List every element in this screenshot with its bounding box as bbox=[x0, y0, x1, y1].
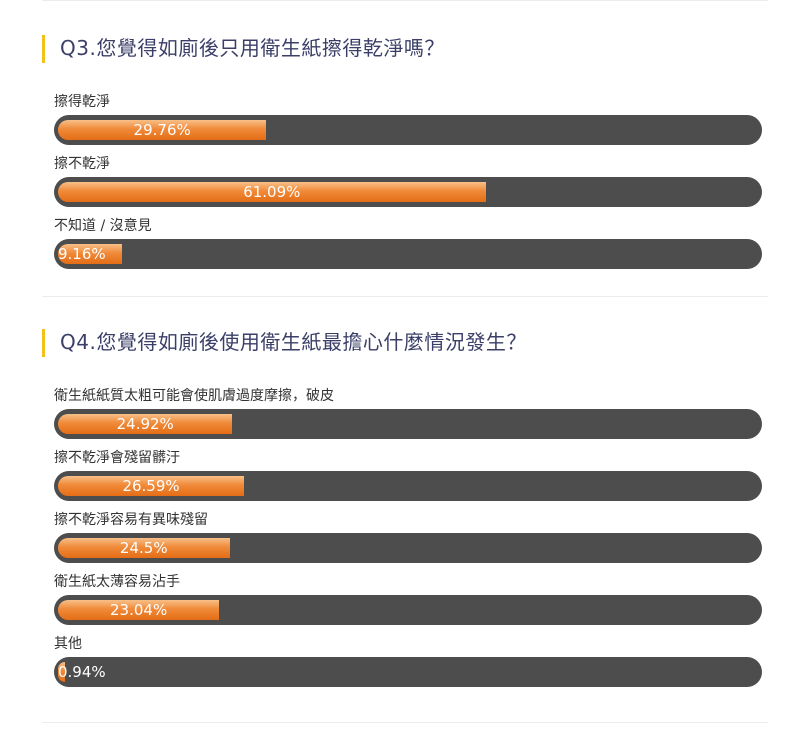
option-label: 不知道 / 沒意見 bbox=[54, 218, 152, 234]
bar-fill bbox=[58, 414, 233, 434]
options-list: 擦得乾淨 29.76% 擦不乾淨 61.09% 不知道 / 沒意見 9.16% bbox=[54, 93, 762, 279]
bar-track: 26.59% bbox=[54, 471, 762, 501]
option-row: 衛生紙太薄容易沾手 23.04% bbox=[54, 573, 762, 625]
option-label: 擦得乾淨 bbox=[54, 94, 110, 110]
bar-fill bbox=[58, 600, 220, 620]
option-row: 擦不乾淨 61.09% bbox=[54, 155, 762, 207]
bar-track: 9.16% bbox=[54, 239, 762, 269]
bar-track: 24.92% bbox=[54, 409, 762, 439]
bar-fill bbox=[58, 476, 245, 496]
option-label: 擦不乾淨容易有異味殘留 bbox=[54, 512, 208, 528]
option-row: 其他 0.94% bbox=[54, 635, 762, 687]
option-label: 其他 bbox=[54, 636, 82, 652]
bar-track: 24.5% bbox=[54, 533, 762, 563]
question-title: Q3.您覺得如廁後只用衛生紙擦得乾淨嗎？ bbox=[42, 33, 768, 63]
option-label: 擦不乾淨會殘留髒汙 bbox=[54, 450, 180, 466]
bar-value-label: 0.94% bbox=[58, 663, 106, 681]
bar-value-label: 61.09% bbox=[243, 183, 301, 201]
top-divider bbox=[42, 0, 768, 1]
bar-fill bbox=[58, 120, 267, 140]
options-list: 衛生紙紙質太粗可能會使肌膚過度摩擦，破皮 24.92% 擦不乾淨會殘留髒汙 26.59… bbox=[54, 387, 762, 697]
bar-track: 23.04% bbox=[54, 595, 762, 625]
bar-value-label: 9.16% bbox=[58, 245, 106, 263]
bar-fill bbox=[58, 538, 230, 558]
option-row: 衛生紙紙質太粗可能會使肌膚過度摩擦，破皮 24.92% bbox=[54, 387, 762, 439]
bar-value-label: 29.76% bbox=[133, 121, 191, 139]
option-row: 不知道 / 沒意見 9.16% bbox=[54, 217, 762, 269]
option-row: 擦不乾淨容易有異味殘留 24.5% bbox=[54, 511, 762, 563]
bar-track: 61.09% bbox=[54, 177, 762, 207]
bar-fill bbox=[58, 182, 486, 202]
bar-value-label: 26.59% bbox=[122, 477, 180, 495]
bar-value-label: 24.5% bbox=[119, 539, 168, 557]
bar-value-label: 23.04% bbox=[110, 601, 168, 619]
question-q4: Q4.您覺得如廁後使用衛生紙最擔心什麼情況發生？ 衛生紙紙質太粗可能會使肌膚過度… bbox=[42, 327, 768, 687]
option-label: 衛生紙太薄容易沾手 bbox=[54, 574, 180, 590]
bar-fill bbox=[58, 244, 123, 264]
option-row: 擦得乾淨 29.76% bbox=[54, 93, 762, 145]
option-label: 擦不乾淨 bbox=[54, 156, 110, 172]
question-title: Q4.您覺得如廁後使用衛生紙最擔心什麼情況發生？ bbox=[42, 327, 768, 357]
bar-track: 0.94% bbox=[54, 657, 762, 687]
question-q3: Q3.您覺得如廁後只用衛生紙擦得乾淨嗎？ 擦得乾淨 29.76% 擦不乾淨 61.09… bbox=[42, 33, 768, 269]
bar-value-label: 24.92% bbox=[116, 415, 174, 433]
option-row: 擦不乾淨會殘留髒汙 26.59% bbox=[54, 449, 762, 501]
bar-track: 29.76% bbox=[54, 115, 762, 145]
bottom-divider bbox=[42, 722, 768, 723]
section-divider bbox=[42, 296, 768, 297]
option-label: 衛生紙紙質太粗可能會使肌膚過度摩擦，破皮 bbox=[54, 388, 334, 404]
bar-fill bbox=[58, 662, 65, 682]
